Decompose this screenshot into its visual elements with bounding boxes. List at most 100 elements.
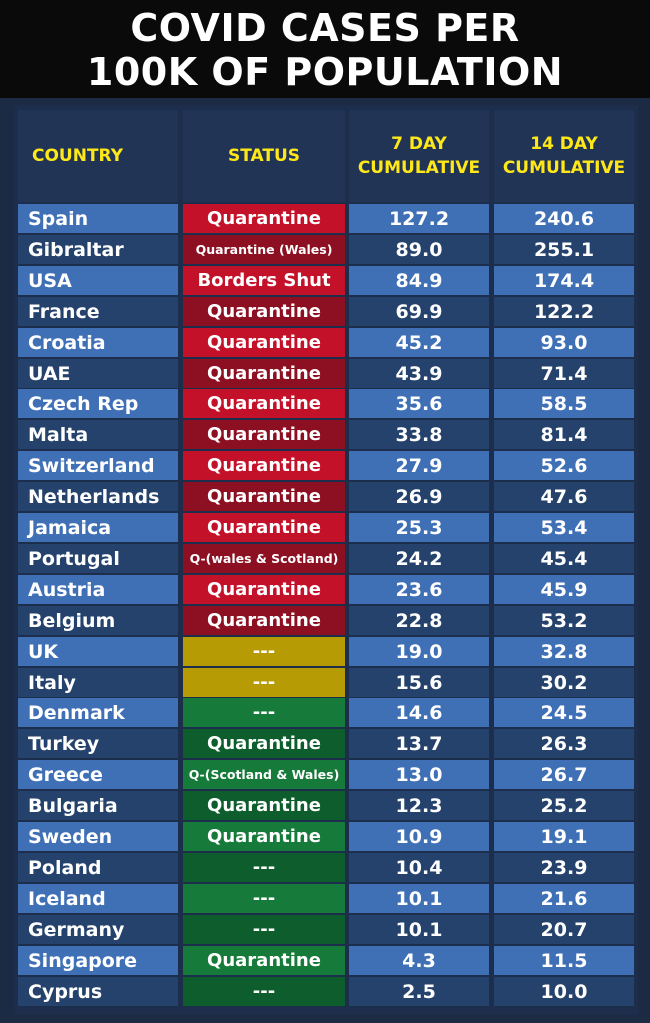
fourteen-day-cell: 255.1 (494, 235, 634, 264)
country-cell: Germany (18, 915, 178, 944)
seven-day-cell: 2.5 (349, 977, 489, 1006)
status-cell: --- (183, 977, 345, 1006)
seven-day-cell: 35.6 (349, 389, 489, 418)
fourteen-day-cell: 23.9 (494, 853, 634, 882)
fourteen-day-cell: 58.5 (494, 389, 634, 418)
seven-day-cell: 43.9 (349, 359, 489, 388)
country-cell: Portugal (18, 544, 178, 573)
fourteen-day-cell: 47.6 (494, 482, 634, 511)
country-cell: Poland (18, 853, 178, 882)
seven-day-cell: 10.1 (349, 915, 489, 944)
status-cell: Quarantine (183, 791, 345, 820)
country-cell: Singapore (18, 946, 178, 975)
country-cell: France (18, 297, 178, 326)
status-cell: Borders Shut (183, 266, 345, 295)
column-header-7-day: 7 DAY CUMULATIVE (349, 110, 489, 202)
fourteen-day-cell: 81.4 (494, 420, 634, 449)
seven-day-cell: 14.6 (349, 698, 489, 727)
fourteen-day-cell: 11.5 (494, 946, 634, 975)
status-cell: Quarantine (183, 297, 345, 326)
status-cell: Quarantine (183, 606, 345, 635)
country-cell: Czech Rep (18, 389, 178, 418)
fourteen-day-cell: 122.2 (494, 297, 634, 326)
fourteen-day-cell: 20.7 (494, 915, 634, 944)
seven-day-cell: 45.2 (349, 328, 489, 357)
country-cell: Bulgaria (18, 791, 178, 820)
status-cell: Quarantine (183, 482, 345, 511)
column-header-country: COUNTRY (18, 110, 178, 202)
seven-day-cell: 24.2 (349, 544, 489, 573)
status-cell: Q-(wales & Scotland) (183, 544, 345, 573)
status-cell: --- (183, 637, 345, 666)
fourteen-day-cell: 10.0 (494, 977, 634, 1006)
seven-day-cell: 22.8 (349, 606, 489, 635)
title-line-2: 100K OF POPULATION (86, 50, 564, 94)
seven-day-cell: 27.9 (349, 451, 489, 480)
fourteen-day-cell: 240.6 (494, 204, 634, 233)
country-cell: USA (18, 266, 178, 295)
fourteen-day-cell: 25.2 (494, 791, 634, 820)
fourteen-day-cell: 53.2 (494, 606, 634, 635)
fourteen-day-cell: 32.8 (494, 637, 634, 666)
status-cell: Quarantine (183, 513, 345, 542)
seven-day-cell: 10.4 (349, 853, 489, 882)
country-cell: Gibraltar (18, 235, 178, 264)
status-cell: Quarantine (183, 822, 345, 851)
status-cell: --- (183, 884, 345, 913)
status-cell: Q-(Scotland & Wales) (183, 760, 345, 789)
fourteen-day-cell: 53.4 (494, 513, 634, 542)
fourteen-day-cell: 30.2 (494, 668, 634, 697)
fourteen-day-cell: 45.9 (494, 575, 634, 604)
seven-day-cell: 13.0 (349, 760, 489, 789)
status-cell: --- (183, 668, 345, 697)
seven-day-cell: 19.0 (349, 637, 489, 666)
fourteen-day-cell: 52.6 (494, 451, 634, 480)
status-cell: --- (183, 853, 345, 882)
country-cell: Netherlands (18, 482, 178, 511)
country-cell: Malta (18, 420, 178, 449)
status-cell: Quarantine (183, 328, 345, 357)
country-cell: UK (18, 637, 178, 666)
fourteen-day-cell: 93.0 (494, 328, 634, 357)
status-cell: --- (183, 915, 345, 944)
infographic-header: COVID CASES PER 100K OF POPULATION (0, 0, 650, 98)
status-cell: Quarantine (183, 946, 345, 975)
country-cell: Italy (18, 668, 178, 697)
seven-day-cell: 26.9 (349, 482, 489, 511)
seven-day-cell: 23.6 (349, 575, 489, 604)
country-cell: Greece (18, 760, 178, 789)
country-cell: Croatia (18, 328, 178, 357)
fourteen-day-cell: 71.4 (494, 359, 634, 388)
column-header-14-day: 14 DAY CUMULATIVE (494, 110, 634, 202)
status-cell: Quarantine (183, 420, 345, 449)
seven-day-cell: 25.3 (349, 513, 489, 542)
fourteen-day-cell: 21.6 (494, 884, 634, 913)
country-cell: Cyprus (18, 977, 178, 1006)
country-cell: Jamaica (18, 513, 178, 542)
status-cell: Quarantine (Wales) (183, 235, 345, 264)
seven-day-cell: 4.3 (349, 946, 489, 975)
fourteen-day-cell: 26.7 (494, 760, 634, 789)
fourteen-day-cell: 174.4 (494, 266, 634, 295)
fourteen-day-cell: 19.1 (494, 822, 634, 851)
country-cell: Spain (18, 204, 178, 233)
seven-day-cell: 84.9 (349, 266, 489, 295)
fourteen-day-cell: 24.5 (494, 698, 634, 727)
status-cell: --- (183, 698, 345, 727)
fourteen-day-cell: 26.3 (494, 729, 634, 758)
status-cell: Quarantine (183, 451, 345, 480)
country-cell: Switzerland (18, 451, 178, 480)
country-cell: UAE (18, 359, 178, 388)
title-line-1: COVID CASES PER (130, 6, 520, 50)
fourteen-day-cell: 45.4 (494, 544, 634, 573)
seven-day-cell: 15.6 (349, 668, 489, 697)
country-cell: Denmark (18, 698, 178, 727)
seven-day-cell: 13.7 (349, 729, 489, 758)
country-cell: Belgium (18, 606, 178, 635)
country-cell: Austria (18, 575, 178, 604)
country-cell: Turkey (18, 729, 178, 758)
seven-day-cell: 10.1 (349, 884, 489, 913)
status-cell: Quarantine (183, 389, 345, 418)
seven-day-cell: 12.3 (349, 791, 489, 820)
seven-day-cell: 33.8 (349, 420, 489, 449)
